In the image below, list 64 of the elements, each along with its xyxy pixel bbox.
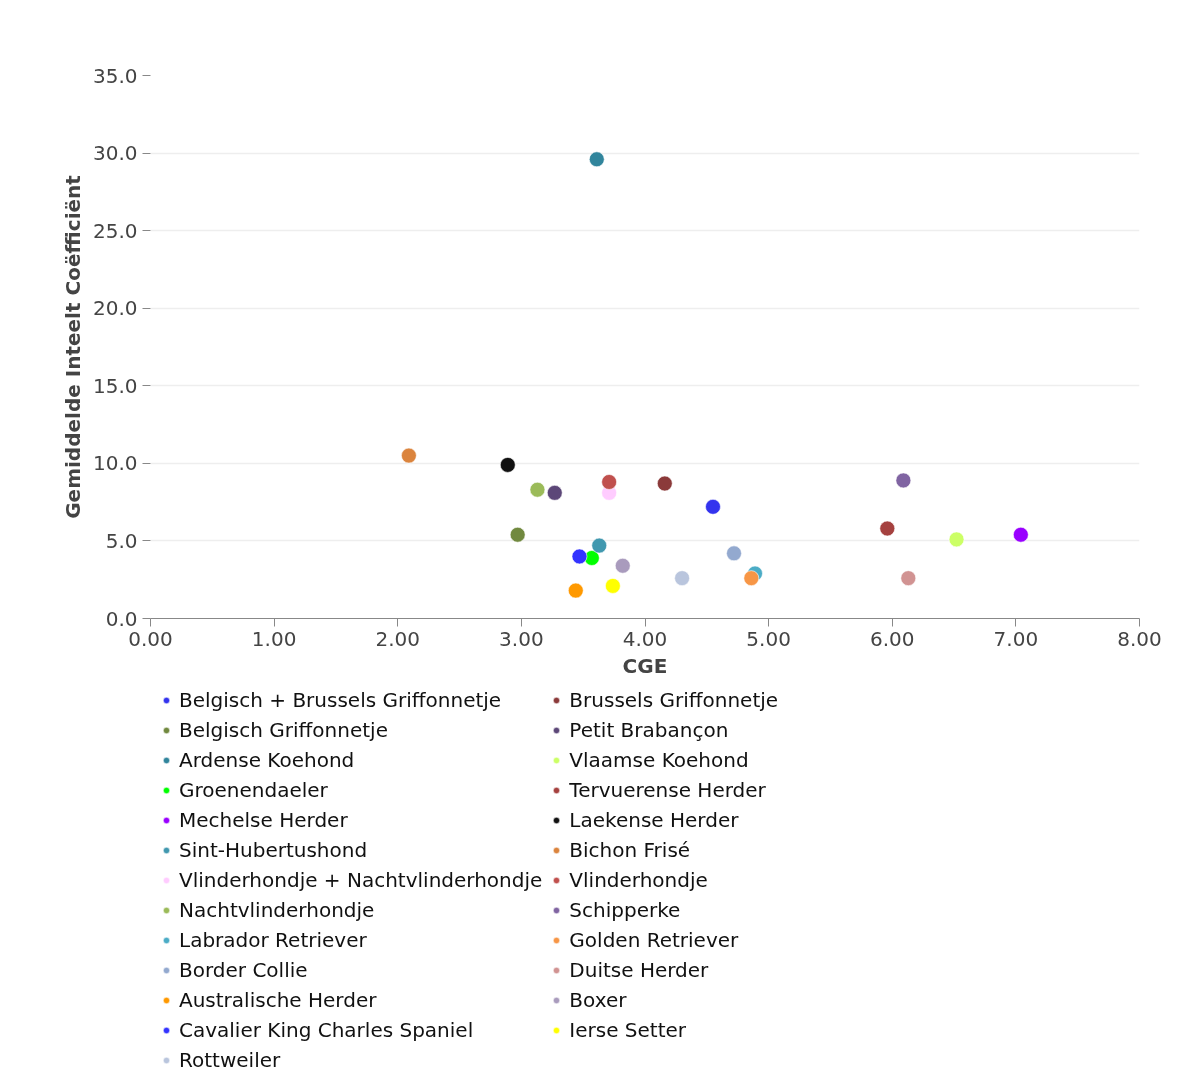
legend-label: Brussels Griffonnetje bbox=[569, 688, 779, 712]
y-tick-label: 30.0 bbox=[92, 141, 138, 166]
y-tick-label: 25.0 bbox=[92, 218, 138, 243]
point bbox=[604, 577, 621, 594]
point bbox=[895, 472, 912, 489]
legend-label: Golden Retriever bbox=[569, 928, 739, 952]
point bbox=[1012, 526, 1029, 543]
legend-label: Nachtvlinderhondje bbox=[179, 898, 375, 922]
point bbox=[601, 473, 618, 490]
point bbox=[743, 570, 760, 587]
y-tick-label: 20.0 bbox=[92, 296, 138, 321]
x-tick-label: 4.00 bbox=[622, 626, 668, 651]
legend-label: Tervuerense Herder bbox=[569, 778, 766, 802]
y-tick-label: 15.0 bbox=[92, 373, 138, 398]
legend-label: Ierse Setter bbox=[569, 1018, 687, 1042]
point bbox=[704, 498, 721, 515]
x-tick-label: 6.00 bbox=[869, 626, 915, 651]
legend-label: Petit Brabançon bbox=[569, 718, 729, 742]
point bbox=[879, 520, 896, 537]
point bbox=[546, 484, 563, 501]
legend-label: Labrador Retriever bbox=[179, 928, 367, 952]
legend-label: Cavalier King Charles Spaniel bbox=[179, 1018, 474, 1042]
point bbox=[656, 475, 673, 492]
x-tick-label: 7.00 bbox=[993, 626, 1039, 651]
y-tick-label: 5.0 bbox=[105, 528, 138, 553]
legend-label: Belgisch + Brussels Griffonnetje bbox=[179, 688, 502, 712]
point bbox=[529, 481, 546, 498]
legend-label: Australische Herder bbox=[179, 988, 377, 1012]
legend-label: Bichon Frisé bbox=[569, 838, 691, 862]
y-tick-label: 35.0 bbox=[92, 63, 138, 88]
point bbox=[567, 582, 584, 599]
x-tick-label: 3.00 bbox=[499, 626, 544, 651]
point bbox=[900, 570, 917, 587]
legend-label: Vlaamse Koehond bbox=[569, 748, 749, 772]
legend-label: Vlinderhondje + Nachtvlinderhondje bbox=[179, 868, 543, 892]
point bbox=[614, 557, 631, 574]
legend-label: Sint-Hubertushond bbox=[179, 838, 368, 862]
x-tick-label: 5.00 bbox=[746, 626, 791, 651]
legend-label: Laekense Herder bbox=[569, 808, 739, 832]
x-axis-title: CGE bbox=[622, 653, 668, 678]
legend-label: Boxer bbox=[569, 988, 627, 1012]
legend-label: Belgisch Griffonnetje bbox=[179, 718, 388, 742]
legend-label: Ardense Koehond bbox=[179, 748, 355, 772]
x-tick-label: 1.00 bbox=[251, 626, 297, 651]
point bbox=[591, 537, 608, 554]
legend-label: Rottweiler bbox=[179, 1048, 281, 1072]
point bbox=[571, 548, 588, 565]
legend-label: Mechelse Herder bbox=[179, 808, 348, 832]
point bbox=[499, 456, 516, 473]
point bbox=[726, 545, 743, 562]
legend-label: Schipperke bbox=[569, 898, 681, 922]
point bbox=[588, 151, 605, 168]
legend-label: Vlinderhondje bbox=[569, 868, 708, 892]
x-tick-label: 8.00 bbox=[1117, 626, 1162, 651]
legend-label: Groenendaeler bbox=[179, 778, 328, 802]
legend-label: Border Collie bbox=[179, 958, 308, 982]
x-tick-label: 2.00 bbox=[375, 626, 421, 651]
point bbox=[400, 447, 417, 464]
legend-label: Duitse Herder bbox=[569, 958, 709, 982]
y-axis-title: Gemiddelde Inteelt Coëfficiënt bbox=[60, 174, 85, 519]
point bbox=[674, 570, 691, 587]
y-tick-label: 10.0 bbox=[92, 451, 138, 476]
point bbox=[948, 531, 965, 548]
point bbox=[509, 526, 526, 543]
